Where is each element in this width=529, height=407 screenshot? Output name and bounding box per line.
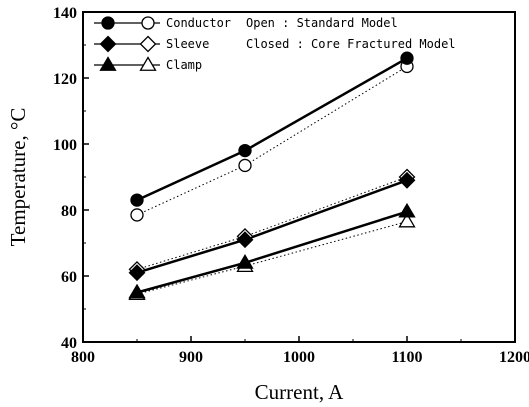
legend-marker-open-conductor <box>141 16 155 30</box>
y-tick-label: 120 <box>53 71 77 88</box>
legend-marker-closed-sleeve <box>99 35 117 53</box>
y-axis-ticks: 40 60 80 100 120 140 <box>53 5 89 352</box>
legend-marker-open-sleeve <box>139 35 157 53</box>
conductor-closed-point <box>130 193 144 207</box>
legend-label-sleeve: Sleeve <box>166 37 209 51</box>
legend-marker-closed-conductor <box>101 16 115 30</box>
legend-marker-closed-clamp <box>99 56 117 71</box>
legend-note-closed: Closed : Core Fractured Model <box>246 37 456 51</box>
conductor-open-series-line <box>136 66 408 216</box>
x-tick-label: 800 <box>71 349 95 366</box>
sleeve-closed-point <box>398 171 416 189</box>
conductor-closed-point <box>400 51 414 65</box>
clamp-closed-series-line <box>136 210 408 294</box>
legend-marker-open-clamp <box>139 56 157 71</box>
sleeve-closed-point <box>128 264 146 282</box>
conductor-open-point <box>130 208 144 222</box>
legend-note-open: Open : Standard Model <box>246 16 398 30</box>
legend-label-conductor: Conductor <box>166 16 231 30</box>
conductor-closed-series-line <box>136 57 408 202</box>
clamp-closed-point <box>236 254 254 269</box>
y-tick-label: 40 <box>61 335 77 352</box>
x-tick-label: 900 <box>179 349 203 366</box>
plot-markers <box>128 51 416 301</box>
y-tick-label: 100 <box>53 137 77 154</box>
y-axis-label: Temperature, °C <box>6 108 30 247</box>
x-axis-ticks: 800 900 1000 1100 1200 <box>71 336 529 366</box>
x-tick-label: 1200 <box>499 349 529 366</box>
x-axis-label: Current, A <box>255 380 344 404</box>
clamp-closed-point <box>128 283 146 299</box>
clamp-closed-point <box>398 202 416 218</box>
plot-lines <box>136 57 408 295</box>
sleeve-closed-series-line <box>136 179 408 274</box>
legend-label-clamp: Clamp <box>166 58 202 72</box>
y-tick-label: 140 <box>53 5 77 22</box>
legend: Conductor Sleeve Clamp Open : Standard Mode… <box>94 16 456 72</box>
sleeve-closed-point <box>236 231 254 249</box>
y-tick-label: 80 <box>61 203 77 220</box>
conductor-open-point <box>238 158 252 173</box>
clamp-open-point <box>398 212 416 228</box>
x-tick-label: 1000 <box>283 349 315 366</box>
x-tick-label: 1100 <box>391 349 422 366</box>
y-tick-label: 60 <box>61 269 77 286</box>
conductor-closed-point <box>238 143 252 158</box>
clamp-open-series-line <box>136 221 408 295</box>
